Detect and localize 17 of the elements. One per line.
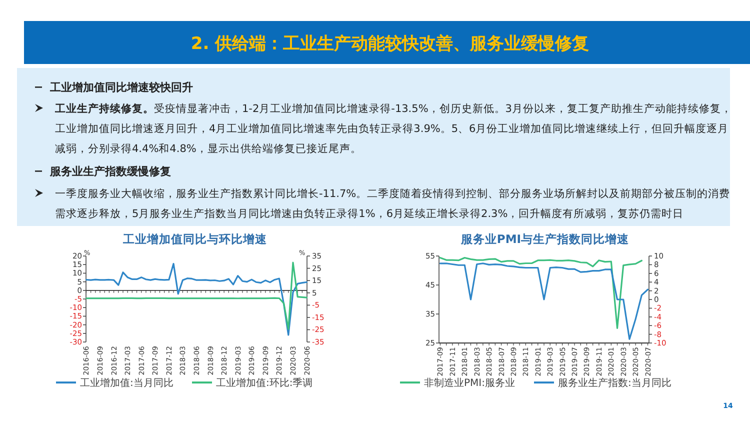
text: 工业增加值同比增速逐月回升，4月工业增加值同比增速率先由负转正录得3.9%。5、6月份工业增加值同比增速继续上行，但回升幅度逐月 [55,122,729,135]
legend-label: 工业增加值:环比:季调 [216,377,313,389]
chart-title: 服务业PMI与生产指数同比增速 [460,232,630,246]
legend-label: 非制造业PMI:服务业 [424,377,515,389]
legend-label: 工业增加值:当月同比 [80,377,174,389]
text: 受疫情显著冲击，1-2月工业增加值同比增速录得-13.5%，创历史新低。3月份以来，复工复产助推生产动能持续修复， [154,102,732,115]
line-series [439,262,649,340]
chart-title: 工业增加值同比与环比增速 [122,232,267,246]
text: 需求逐步释放，5月服务业生产指数当月同比增速由负转正录得1%，6月延续正增长录得2.3%，回升幅度有所减弱，复苏仍需时日 [55,207,684,220]
text: 2. 供给端：工业生产动能较快改善、服务业缓慢修复 [190,33,590,54]
text: 工业生产持续修复。 [54,102,154,115]
text: 工业增加值同比增速较快回升 [49,81,193,94]
legend-label: 服务业生产指数:当月同比 [558,377,672,389]
text: 服务业生产指数缓慢修复 [49,165,171,178]
line-series [439,256,642,330]
text: 一季度服务业大幅收缩，服务业生产指数累计同比增长-11.7%。二季度随着疫情得到控制、部分服务业场所解封以及前期部分被压制的消费 [55,187,730,200]
text: 减弱，分别录得4.4%和4.8%，显示出供给端修复已接近尾声。 [55,142,362,155]
